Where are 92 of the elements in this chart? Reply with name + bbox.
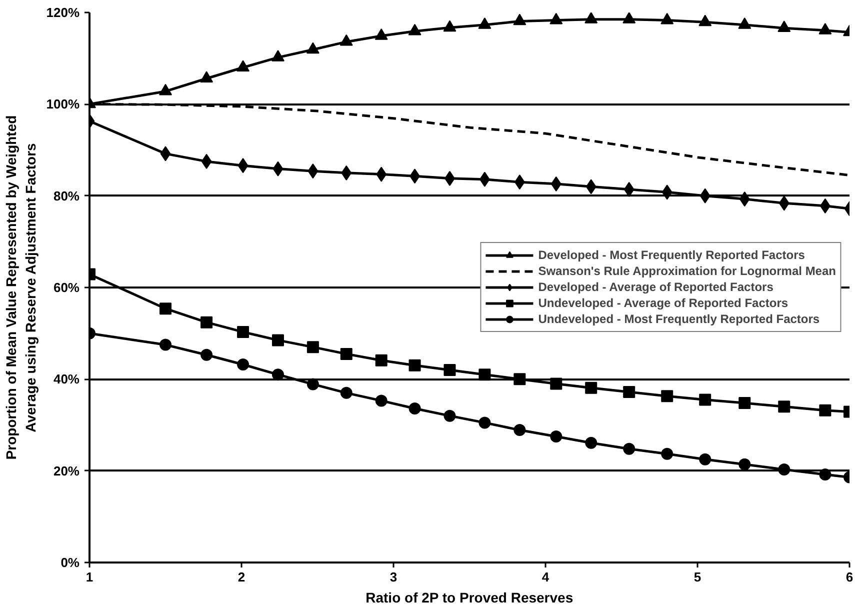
point	[306, 378, 319, 390]
point	[739, 192, 750, 207]
legend-label: Undeveloped - Average of Reported Factors	[538, 295, 788, 311]
point	[585, 436, 598, 449]
point	[738, 397, 751, 409]
point	[550, 176, 562, 192]
x-tick-label: 3	[390, 570, 398, 584]
point	[698, 14, 712, 26]
x-tick-label: 1	[86, 570, 94, 584]
point	[624, 182, 634, 197]
point	[340, 386, 352, 399]
x-tick-label: 5	[694, 570, 702, 584]
legend-label: Developed - Average of Reported Factors	[538, 279, 774, 295]
point	[308, 164, 318, 179]
point	[662, 184, 672, 200]
point	[660, 12, 674, 24]
point	[550, 12, 563, 24]
point	[778, 463, 790, 476]
point	[238, 158, 248, 174]
point	[514, 424, 526, 436]
point	[200, 316, 213, 328]
point	[408, 24, 422, 36]
x-tick-label: 2	[238, 570, 246, 584]
point	[550, 378, 562, 390]
point	[272, 334, 284, 346]
legend-label: Developed - Most Frequently Reported Factors	[538, 247, 805, 263]
point	[778, 196, 790, 211]
point	[661, 448, 674, 460]
point	[376, 166, 387, 182]
x-tick-label: 4	[542, 570, 550, 584]
point	[699, 453, 712, 466]
point	[738, 458, 751, 470]
point	[375, 354, 388, 366]
point	[160, 146, 171, 162]
point	[478, 368, 491, 381]
y-tick-label: 0%	[60, 555, 80, 570]
point	[699, 394, 712, 406]
y-tick-label: 40%	[53, 372, 80, 387]
point	[201, 154, 212, 169]
point	[700, 188, 710, 204]
point	[341, 165, 352, 180]
point	[444, 364, 456, 376]
point	[160, 338, 172, 351]
y-tick-label: 60%	[53, 280, 80, 295]
point	[550, 430, 562, 442]
point	[408, 402, 421, 414]
point	[159, 84, 172, 96]
point	[478, 17, 492, 29]
y-tick-label: 80%	[53, 188, 80, 204]
point	[514, 373, 526, 386]
x-tick-label: 6	[846, 570, 854, 584]
point	[819, 468, 832, 480]
point	[513, 14, 526, 26]
point	[375, 394, 388, 407]
point	[738, 17, 752, 29]
point	[818, 22, 832, 34]
point	[514, 174, 525, 190]
point	[623, 386, 636, 398]
point	[374, 28, 388, 40]
point	[585, 382, 598, 394]
point	[200, 348, 213, 361]
legend-label: Undeveloped - Most Frequently Reported Factors	[538, 311, 820, 327]
point	[160, 302, 172, 315]
point	[819, 404, 832, 416]
point	[443, 20, 456, 32]
point	[584, 12, 598, 24]
point	[586, 179, 596, 194]
point	[200, 71, 214, 82]
legend-label: Swanson's Rule Approximation for Lognormal Mean	[538, 263, 836, 279]
y-axis-title: Proportion of Mean Value Represented by Weighted Average using Reserve Adjustment Factors	[3, 115, 38, 460]
point	[272, 161, 284, 176]
point	[778, 400, 790, 413]
point	[271, 50, 284, 62]
point	[478, 416, 491, 429]
point	[306, 341, 319, 354]
y-tick-label: 20%	[53, 463, 80, 478]
point	[236, 60, 250, 72]
point	[340, 348, 352, 360]
point	[661, 390, 674, 402]
point	[622, 12, 636, 24]
point	[444, 410, 456, 422]
point	[272, 368, 284, 381]
point	[623, 442, 636, 455]
point	[408, 359, 421, 372]
point	[340, 34, 353, 46]
point	[237, 358, 250, 370]
y-tick-label: 100%	[46, 96, 80, 112]
x-axis-title: Ratio of 2P to Proved Reserves	[366, 590, 574, 606]
point	[306, 42, 320, 54]
point	[237, 326, 250, 338]
y-tick-label: 120%	[46, 5, 80, 20]
point	[778, 20, 791, 32]
